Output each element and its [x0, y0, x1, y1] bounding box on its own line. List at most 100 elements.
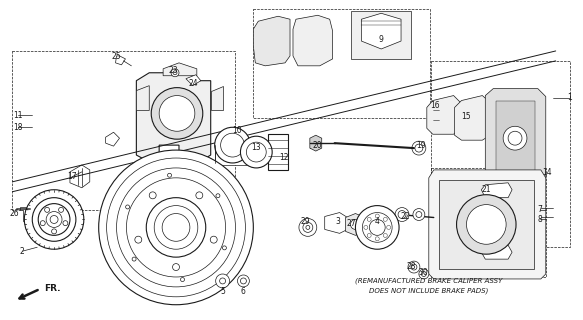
- Circle shape: [466, 204, 506, 244]
- Text: 30: 30: [418, 268, 428, 276]
- Text: 12: 12: [279, 153, 289, 162]
- Text: 19: 19: [416, 140, 426, 150]
- Circle shape: [364, 225, 368, 229]
- Circle shape: [240, 278, 247, 284]
- Circle shape: [456, 195, 516, 254]
- Polygon shape: [210, 86, 223, 110]
- Polygon shape: [70, 165, 90, 188]
- Circle shape: [50, 215, 58, 223]
- Circle shape: [384, 217, 387, 221]
- Text: 10: 10: [233, 126, 243, 135]
- Circle shape: [220, 278, 226, 284]
- Bar: [215, 145, 250, 165]
- Bar: [12, 51, 236, 210]
- Text: 20: 20: [313, 140, 322, 150]
- Circle shape: [63, 221, 68, 226]
- Circle shape: [24, 190, 84, 249]
- Polygon shape: [455, 96, 490, 140]
- Circle shape: [40, 221, 45, 226]
- Bar: [439, 180, 534, 269]
- Circle shape: [162, 213, 190, 241]
- Circle shape: [167, 173, 171, 177]
- Polygon shape: [136, 73, 210, 162]
- Circle shape: [154, 206, 198, 249]
- Circle shape: [415, 144, 423, 152]
- Circle shape: [508, 131, 522, 145]
- Circle shape: [356, 206, 399, 249]
- Circle shape: [367, 234, 371, 237]
- Text: 17: 17: [67, 172, 77, 181]
- Circle shape: [210, 236, 217, 243]
- Circle shape: [196, 192, 203, 199]
- Circle shape: [127, 178, 226, 277]
- Polygon shape: [482, 245, 512, 259]
- Circle shape: [237, 275, 250, 287]
- Circle shape: [247, 142, 266, 162]
- Text: 13: 13: [251, 143, 261, 152]
- Circle shape: [306, 225, 310, 229]
- Text: 24: 24: [188, 79, 198, 88]
- Text: 25: 25: [112, 52, 121, 61]
- Circle shape: [149, 192, 156, 199]
- Circle shape: [369, 220, 385, 235]
- Polygon shape: [485, 89, 546, 185]
- Circle shape: [398, 211, 406, 219]
- Circle shape: [151, 88, 203, 139]
- Polygon shape: [136, 86, 149, 110]
- Circle shape: [159, 96, 195, 131]
- Circle shape: [215, 127, 250, 163]
- Polygon shape: [20, 207, 30, 221]
- Circle shape: [181, 277, 184, 282]
- Circle shape: [411, 264, 417, 270]
- Text: 21: 21: [482, 185, 491, 194]
- Circle shape: [216, 274, 230, 288]
- Text: 27: 27: [347, 219, 356, 228]
- Circle shape: [46, 212, 62, 228]
- Text: 3: 3: [335, 217, 340, 226]
- Circle shape: [387, 225, 391, 229]
- Circle shape: [99, 150, 254, 305]
- Circle shape: [220, 133, 244, 157]
- Polygon shape: [482, 183, 512, 198]
- Circle shape: [45, 207, 50, 212]
- Polygon shape: [310, 135, 322, 151]
- Polygon shape: [163, 63, 197, 76]
- Circle shape: [173, 71, 177, 75]
- Text: 7: 7: [538, 205, 542, 214]
- Circle shape: [171, 69, 179, 77]
- Circle shape: [303, 222, 313, 232]
- Text: 2: 2: [20, 247, 24, 256]
- Circle shape: [375, 237, 379, 241]
- Text: 26: 26: [9, 209, 19, 218]
- Bar: [268, 134, 288, 170]
- Circle shape: [173, 264, 180, 270]
- Text: 8: 8: [538, 215, 542, 224]
- Bar: [254, 9, 430, 118]
- Polygon shape: [429, 170, 546, 279]
- Circle shape: [363, 212, 392, 242]
- Polygon shape: [254, 16, 290, 66]
- Circle shape: [299, 219, 317, 236]
- Circle shape: [503, 126, 527, 150]
- Text: FR.: FR.: [44, 284, 61, 293]
- Polygon shape: [106, 132, 120, 146]
- Text: 22: 22: [401, 212, 410, 221]
- Circle shape: [422, 272, 426, 276]
- Circle shape: [395, 208, 409, 221]
- Bar: [431, 61, 570, 247]
- Circle shape: [412, 141, 426, 155]
- Circle shape: [117, 168, 236, 287]
- Circle shape: [125, 205, 129, 209]
- Circle shape: [32, 198, 76, 241]
- Text: 28: 28: [406, 261, 416, 271]
- Circle shape: [419, 269, 429, 279]
- Circle shape: [367, 217, 371, 221]
- Circle shape: [384, 234, 387, 237]
- Polygon shape: [427, 96, 461, 134]
- Circle shape: [135, 236, 142, 243]
- Circle shape: [375, 214, 379, 218]
- Text: 11: 11: [13, 111, 23, 120]
- Text: DOES NOT INCLUDE BRAKE PADS): DOES NOT INCLUDE BRAKE PADS): [369, 288, 489, 294]
- Text: (REMANUFACTURED BRAKE CALIPER ASSY: (REMANUFACTURED BRAKE CALIPER ASSY: [355, 278, 503, 284]
- Circle shape: [216, 194, 220, 198]
